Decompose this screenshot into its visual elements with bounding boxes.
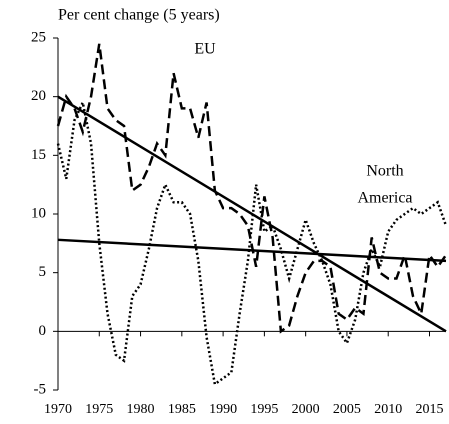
y-tick-label: 20 [31,88,46,104]
y-tick-label: 0 [39,323,47,339]
y-tick-label: 15 [31,147,46,163]
y-tick-label: 25 [31,29,46,45]
x-tick-label: 2010 [374,402,402,417]
x-tick-label: 2005 [333,402,361,417]
y-tick-label: -5 [34,381,47,397]
series-line [56,43,448,334]
x-tick-label: 1970 [44,402,72,417]
trend-line [57,238,447,263]
y-tick-label: 10 [31,205,46,221]
chart-title: Per cent change (5 years) [58,7,220,24]
annotation: EU [194,41,216,58]
x-tick-label: 1975 [85,402,113,417]
trend-line [57,95,447,333]
x-tick-label: 1985 [168,402,196,417]
x-tick-label: 1990 [209,402,237,417]
x-tick-label: 1995 [250,402,278,417]
x-tick-label: 1980 [127,402,155,417]
y-tick-label: 5 [39,264,47,280]
annotation: America [357,190,412,207]
annotation: North [366,163,403,180]
series-line [56,98,448,387]
x-tick-label: 2015 [415,402,443,417]
x-tick-label: 2000 [292,402,320,417]
